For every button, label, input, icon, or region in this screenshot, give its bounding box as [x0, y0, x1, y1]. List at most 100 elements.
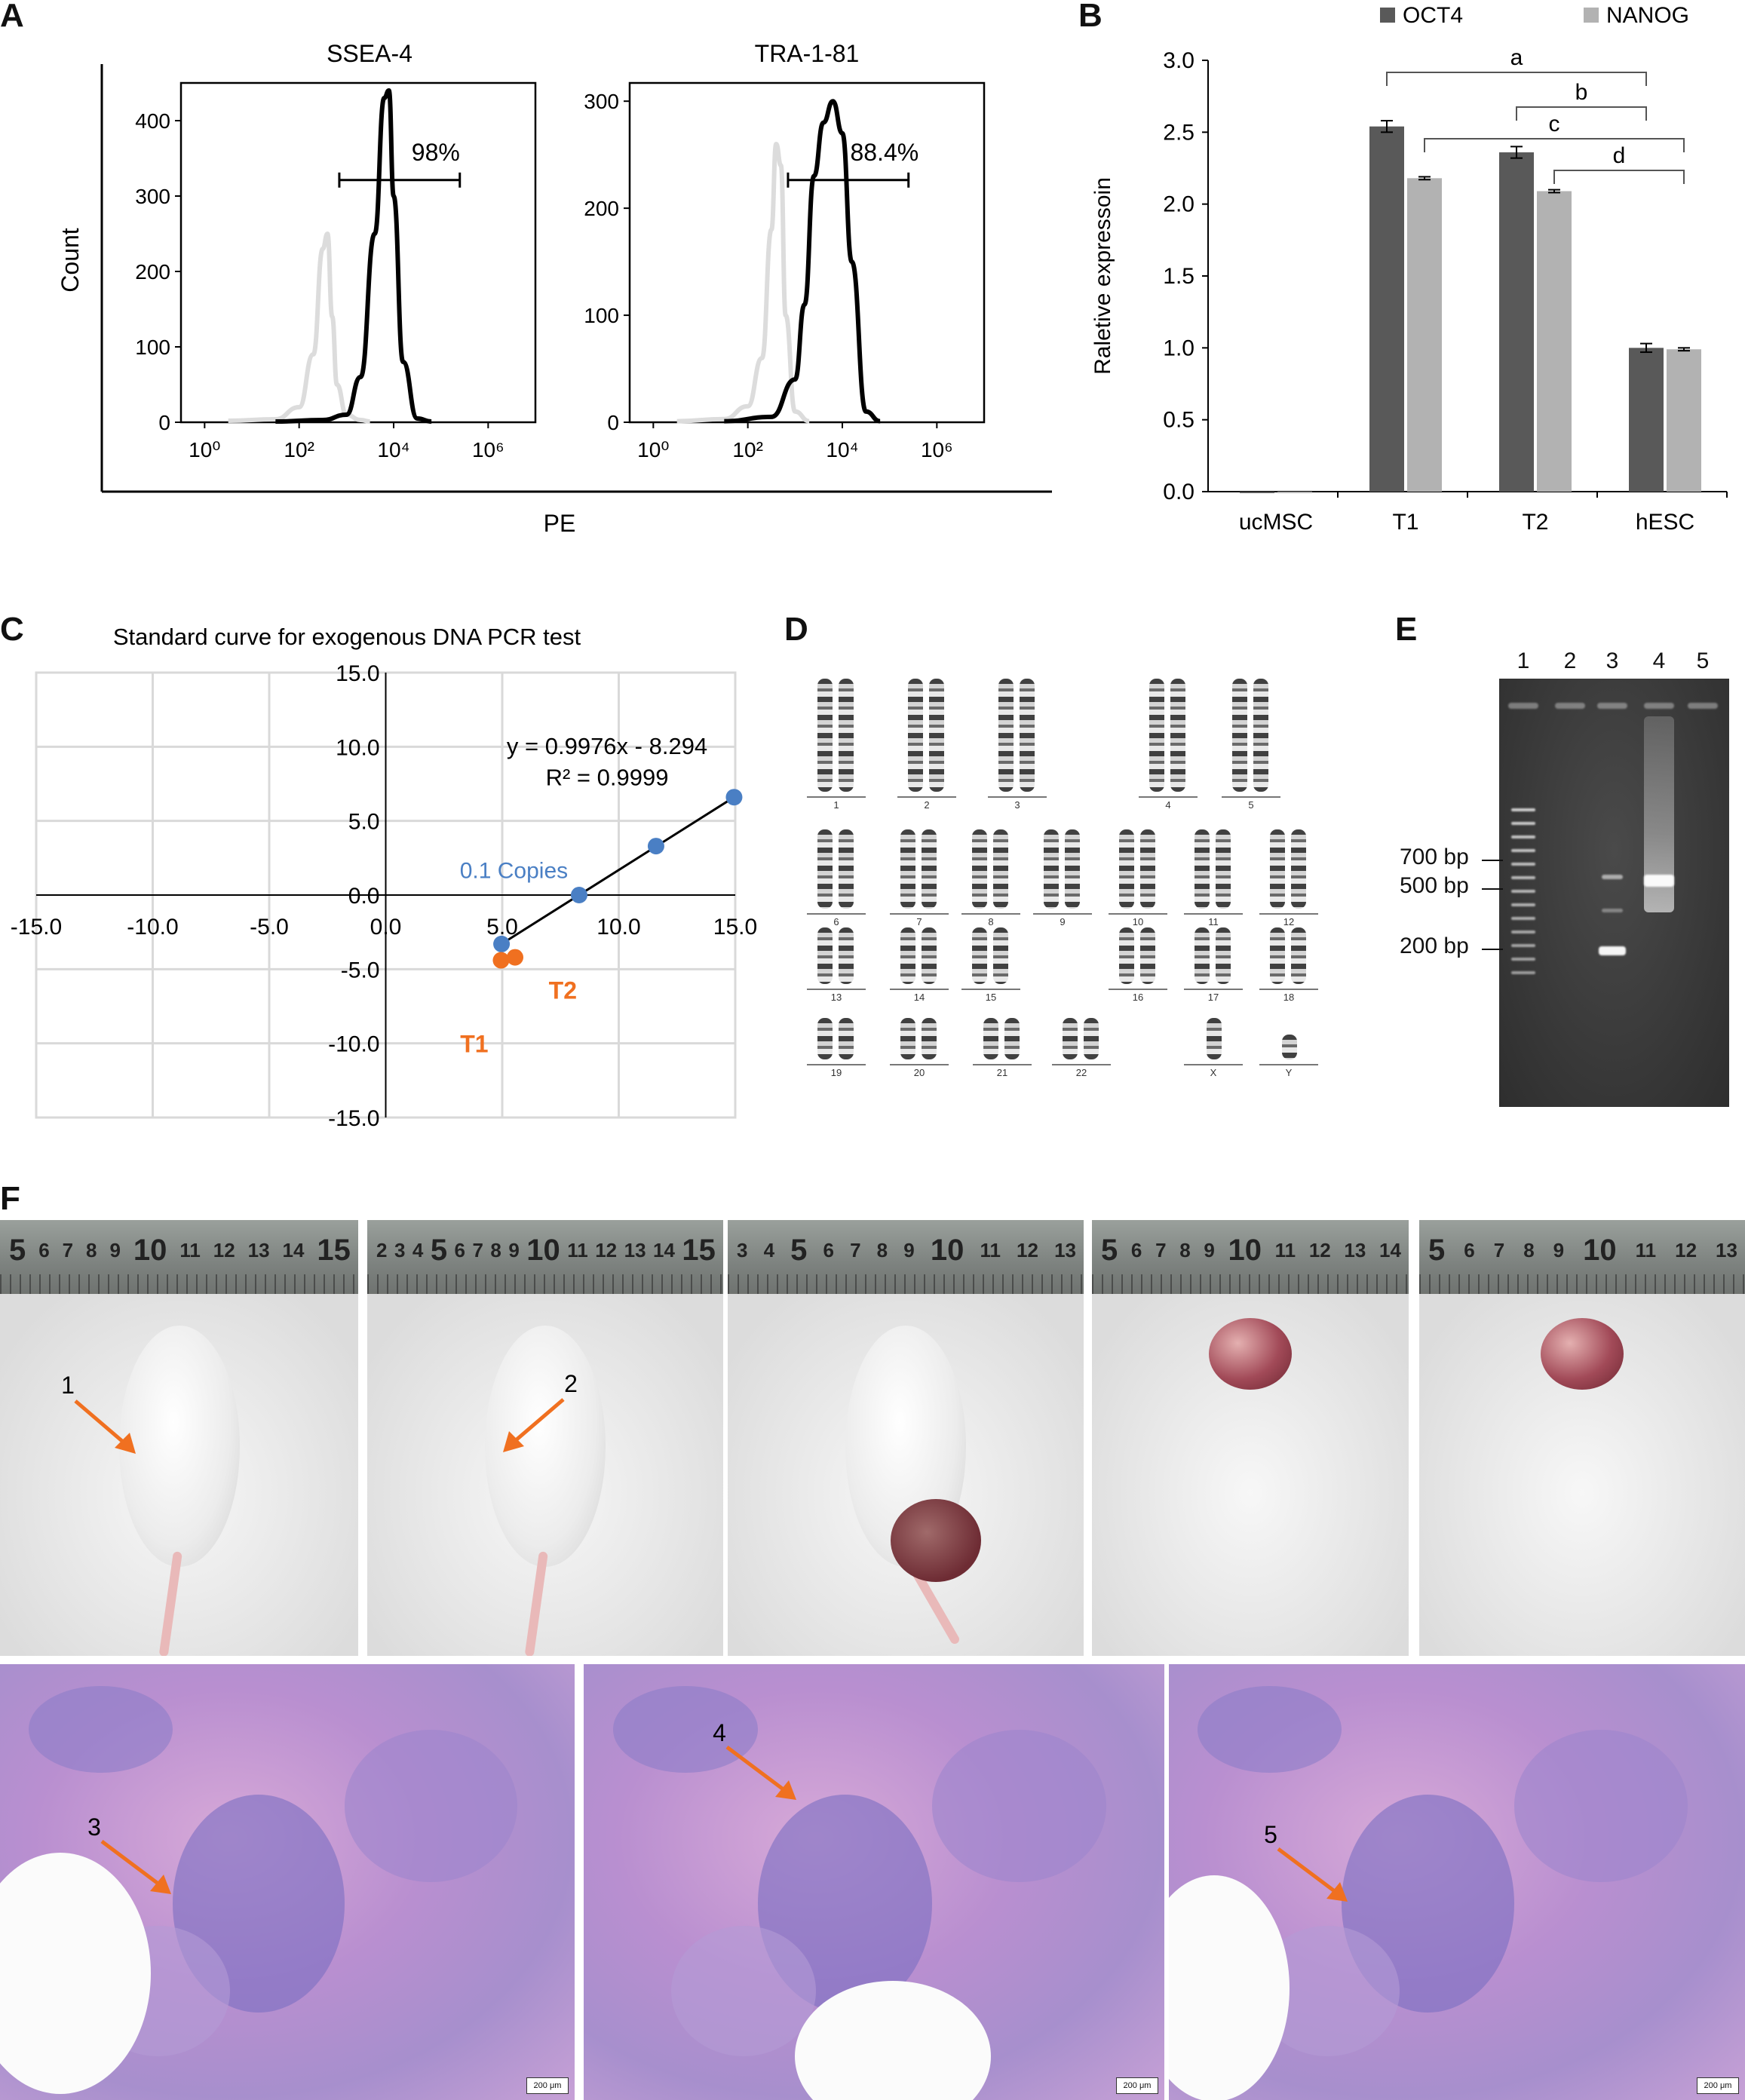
ruler-number: 15: [317, 1233, 351, 1267]
chromosome-label: 3: [1014, 799, 1020, 811]
y-tick-label: 0.0: [1163, 480, 1195, 504]
chromosome: [922, 829, 937, 909]
chromosome: [908, 679, 923, 792]
chromosome-pair: 7: [890, 829, 949, 934]
y-tick-label: 0: [158, 411, 170, 434]
chromosome-pair: 22: [1052, 1018, 1111, 1085]
chromosome-label: 12: [1283, 916, 1295, 927]
chromosome: [817, 829, 833, 909]
chromosome-pair: 11: [1184, 829, 1243, 934]
chromosome: [839, 679, 854, 792]
arrow-number: 5: [1264, 1821, 1277, 1848]
chromosome-label: 7: [916, 916, 922, 927]
chromosome-baseline: [961, 989, 1020, 990]
chromosome-baseline: [1222, 796, 1280, 798]
panel-letter-a: A: [0, 0, 24, 34]
chromosome: [993, 829, 1008, 909]
r-squared: R² = 0.9999: [546, 764, 669, 790]
ruler-number: 4: [763, 1238, 775, 1262]
sample-label-t1: T1: [460, 1030, 488, 1057]
ruler-number: 11: [980, 1238, 1001, 1262]
arrow-number: 4: [713, 1719, 726, 1746]
chromosome-pair: 16: [1109, 927, 1167, 1010]
ruler-numbers: 2 3 4 5 6 7 8 9 10 11 12 13 14 15: [376, 1232, 716, 1268]
ruler-number: 9: [903, 1238, 915, 1262]
chromosome-baseline: [1109, 913, 1167, 915]
chromosome-baseline: [1184, 913, 1243, 915]
histogram-title: TRA-1-81: [755, 40, 860, 67]
chromosome-label: 11: [1208, 916, 1219, 927]
tissue-region: [345, 1729, 517, 1882]
marker-label: 700 bp: [1400, 845, 1469, 869]
regression-equation: y = 0.9976x - 8.294: [507, 733, 707, 759]
chromosome: [839, 1018, 854, 1059]
copies-label: 0.1 Copies: [460, 858, 568, 883]
ladder-band: [1511, 890, 1535, 893]
chromosome-label: 1: [833, 799, 839, 811]
ruler-number: 5: [1428, 1233, 1446, 1267]
panel-letter-d: D: [784, 611, 808, 648]
ruler-number: 7: [1493, 1238, 1505, 1262]
chromosome: [929, 679, 944, 792]
chromosome: [900, 1018, 915, 1059]
chromosome: [1253, 679, 1268, 792]
chromosome: [1270, 927, 1285, 984]
arrow-shaft: [509, 1398, 565, 1446]
y-tick-label: -15.0: [328, 1106, 379, 1131]
annotation-arrow: 4: [713, 1719, 796, 1800]
x-tick-label: 10⁰: [189, 438, 220, 461]
chromosome: [1084, 1018, 1099, 1059]
chromosome-pair: 4: [1139, 679, 1198, 817]
ladder-band: [1511, 863, 1535, 866]
ruler-number: 8: [1179, 1238, 1191, 1262]
chromosome-baseline: [807, 989, 866, 990]
bar-nanog: [1407, 178, 1442, 492]
chromosome-pair: 10: [1109, 829, 1167, 934]
ruler-number: 13: [1344, 1238, 1366, 1262]
chromosome-label: 18: [1283, 992, 1295, 1003]
ruler: 5 6 7 8 9 10 11 12 13 14: [1092, 1220, 1409, 1294]
ruler-number: 6: [1464, 1238, 1475, 1262]
ruler: 5 6 7 8 9 10 11 12 13 14 15: [0, 1220, 358, 1294]
significance-bracket: [1553, 170, 1685, 184]
y-tick-label: 0.5: [1163, 408, 1195, 433]
annotation-arrow: 2: [503, 1370, 578, 1452]
chromosome-pair: 8: [961, 829, 1020, 934]
chromosome-label: 5: [1248, 799, 1254, 811]
chromosome-label: Y: [1285, 1067, 1293, 1078]
chromosome: [1291, 927, 1306, 984]
ruler-number: 11: [179, 1238, 201, 1262]
ruler-number: 12: [1017, 1238, 1038, 1262]
x-tick-label: 10⁴: [826, 438, 858, 461]
ruler-number: 9: [109, 1238, 121, 1262]
ruler-number: 12: [1675, 1238, 1697, 1262]
ruler-number: 3: [737, 1238, 748, 1262]
lumen: [0, 1853, 151, 2094]
ruler-number: 7: [1155, 1238, 1167, 1262]
ruler-number: 6: [823, 1238, 834, 1262]
lane-label: 3: [1605, 648, 1619, 673]
x-tick-label: -15.0: [11, 915, 62, 940]
chromosome: [1232, 679, 1247, 792]
point-samples: [492, 952, 510, 969]
ruler-number: 3: [394, 1238, 406, 1262]
annotation-arrow: 5: [1264, 1821, 1348, 1902]
ruler-number: 9: [1204, 1238, 1215, 1262]
ruler-number: 13: [1716, 1238, 1737, 1262]
chromosome-pair: 5: [1222, 679, 1280, 817]
panel-letter-e: E: [1395, 611, 1418, 648]
scale-bar: 200 μm: [526, 2077, 569, 2094]
chromosome: [922, 1018, 937, 1059]
ruler-number: 2: [376, 1238, 388, 1262]
arrow-number: 1: [61, 1372, 75, 1399]
band-200bp: [1599, 946, 1626, 955]
band-faint: [1602, 909, 1623, 912]
gel-well: [1555, 703, 1585, 709]
ruler-number: 8: [86, 1238, 97, 1262]
ruler-number: 10: [1228, 1233, 1262, 1267]
chromosome: [1216, 927, 1231, 984]
y-tick-label: 400: [135, 109, 170, 133]
significance-label: d: [1613, 143, 1626, 168]
ruler: 2 3 4 5 6 7 8 9 10 11 12 13 14 15: [367, 1220, 723, 1294]
chromosome: [817, 927, 833, 984]
